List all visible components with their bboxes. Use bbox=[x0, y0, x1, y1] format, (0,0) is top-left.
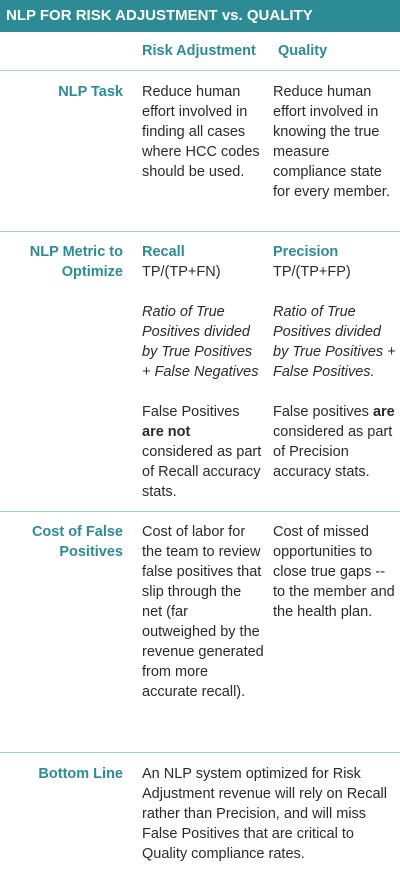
row-label: NLP Task bbox=[58, 84, 123, 100]
formula: TP/(TP+FP) bbox=[273, 264, 351, 280]
title: NLP FOR RISK ADJUSTMENT vs. QUALITY bbox=[6, 7, 313, 24]
cell: An NLP system optimized for Risk Adjustm… bbox=[142, 766, 387, 862]
row-label: Bottom Line bbox=[38, 766, 123, 782]
note-emphasis: are bbox=[372, 404, 395, 420]
note-text: False positives bbox=[273, 404, 373, 420]
formula: TP/(TP+FN) bbox=[142, 264, 221, 280]
cell: Cost of missed opportunities to close tr… bbox=[273, 524, 395, 620]
note: False Positives are not considered as pa… bbox=[142, 402, 264, 502]
definition: Ratio of True Positives divided by True … bbox=[142, 302, 264, 382]
metric-name: Recall bbox=[142, 244, 185, 260]
note-emphasis: are not bbox=[142, 424, 191, 440]
cell: Reduce human effort involved in knowing … bbox=[273, 84, 390, 200]
separator bbox=[0, 752, 400, 753]
definition: Ratio of True Positives divided by True … bbox=[273, 302, 397, 382]
note-text: considered as part of Precision accuracy… bbox=[273, 424, 393, 480]
note-text: considered as part of Recall accuracy st… bbox=[142, 444, 262, 500]
note-text: False Positives bbox=[142, 404, 240, 420]
metric-name: Precision bbox=[273, 244, 339, 260]
definition-text: Ratio of True Positives divided by True … bbox=[142, 304, 259, 380]
definition-text: Ratio of True Positives divided by True … bbox=[273, 304, 396, 380]
column-header: Quality bbox=[278, 43, 328, 59]
separator bbox=[0, 231, 400, 232]
header-bar: NLP FOR RISK ADJUSTMENT vs. QUALITY bbox=[0, 0, 400, 32]
separator bbox=[0, 70, 400, 71]
separator bbox=[0, 511, 400, 512]
row-label: NLP Metric to Optimize bbox=[29, 244, 123, 280]
note: False positives are considered as part o… bbox=[273, 402, 397, 482]
cell: Recall TP/(TP+FN) Ratio of True Positive… bbox=[142, 242, 264, 502]
cell: Precision TP/(TP+FP) Ratio of True Posit… bbox=[273, 242, 397, 482]
cell: Reduce human effort involved in finding … bbox=[142, 84, 260, 180]
row-label: Cost of False Positives bbox=[31, 524, 123, 560]
cell: Cost of labor for the team to review fal… bbox=[142, 524, 264, 700]
column-header: Risk Adjustment bbox=[142, 43, 256, 59]
